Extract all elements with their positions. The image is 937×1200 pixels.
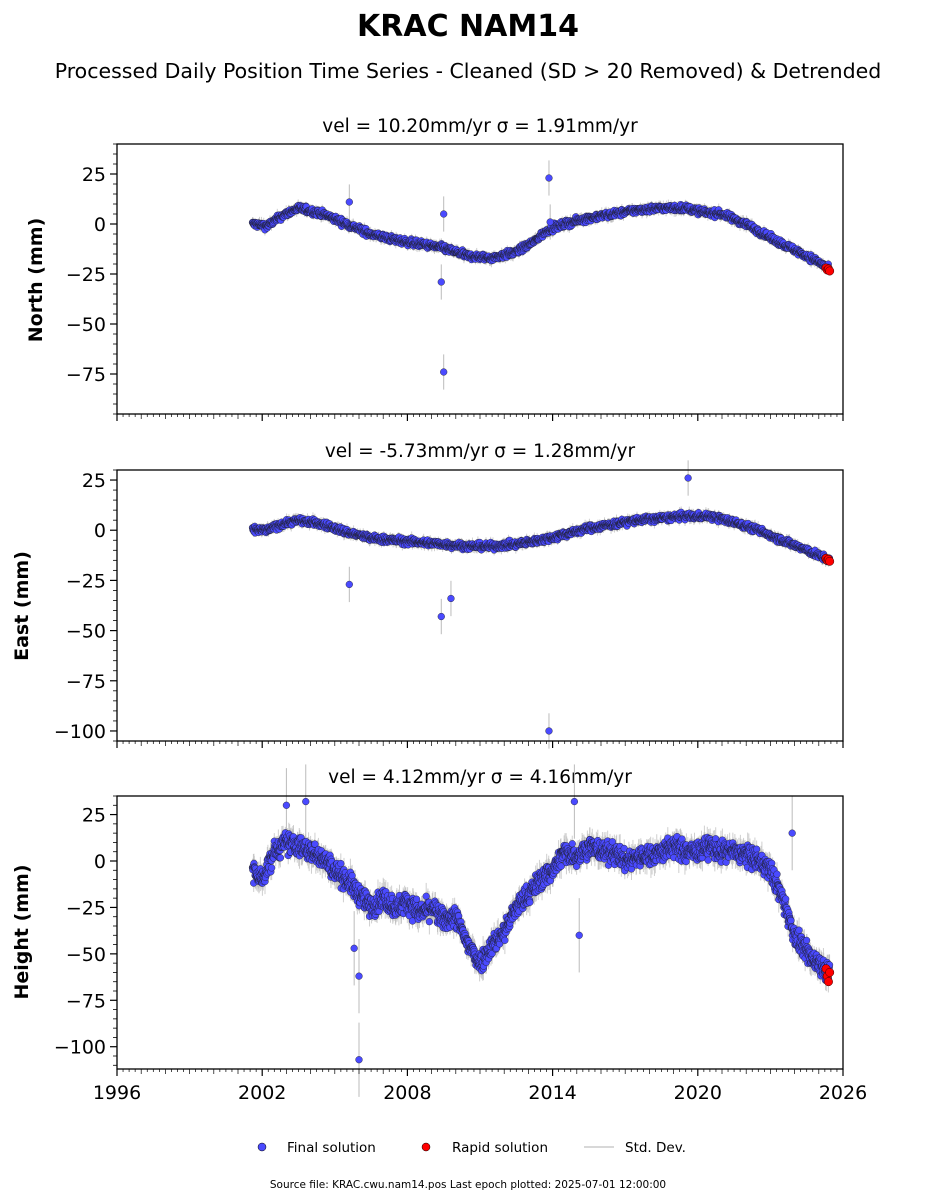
final-outlier-point [346, 199, 353, 206]
panel-east: vel = -5.73mm/yr σ = 1.28mm/yr East (mm)… [11, 441, 843, 749]
y-tick-label: 0 [94, 214, 106, 236]
y-tick-label: −25 [66, 264, 106, 286]
y-tick-label: 25 [82, 164, 106, 186]
final-outlier-point [440, 211, 447, 218]
final-solution-points [249, 475, 833, 735]
figure-title: KRAC NAM14 [357, 9, 579, 44]
std-dev-bars [253, 460, 830, 748]
final-outlier-point [546, 175, 553, 182]
panel-north-title: vel = 10.20mm/yr σ = 1.91mm/yr [322, 116, 638, 137]
y-tick-label: −50 [66, 314, 106, 336]
plot-frame [117, 144, 843, 414]
rapid-point [825, 267, 833, 275]
panel-north-plot: 25 0 −25 −50 −75 [66, 144, 843, 421]
rapid-solution-points [822, 264, 834, 275]
y-tick-label: −75 [66, 364, 106, 386]
panel-north-ylabel: North (mm) [25, 218, 47, 343]
panel-north: vel = 10.20mm/yr σ = 1.91mm/yr North (mm… [25, 116, 843, 421]
std-dev-bars [253, 160, 830, 389]
final-outlier-point [438, 279, 445, 286]
panel-east-title: vel = -5.73mm/yr σ = 1.28mm/yr [325, 441, 636, 462]
final-outlier-point [547, 219, 554, 226]
figure-subtitle: Processed Daily Position Time Series - C… [55, 59, 882, 83]
final-solution-points [249, 175, 833, 376]
panel-east-ylabel: East (mm) [11, 551, 33, 661]
panel-east-plot: 250−25−50−75−100 [54, 460, 843, 748]
final-outlier-point [440, 369, 447, 376]
